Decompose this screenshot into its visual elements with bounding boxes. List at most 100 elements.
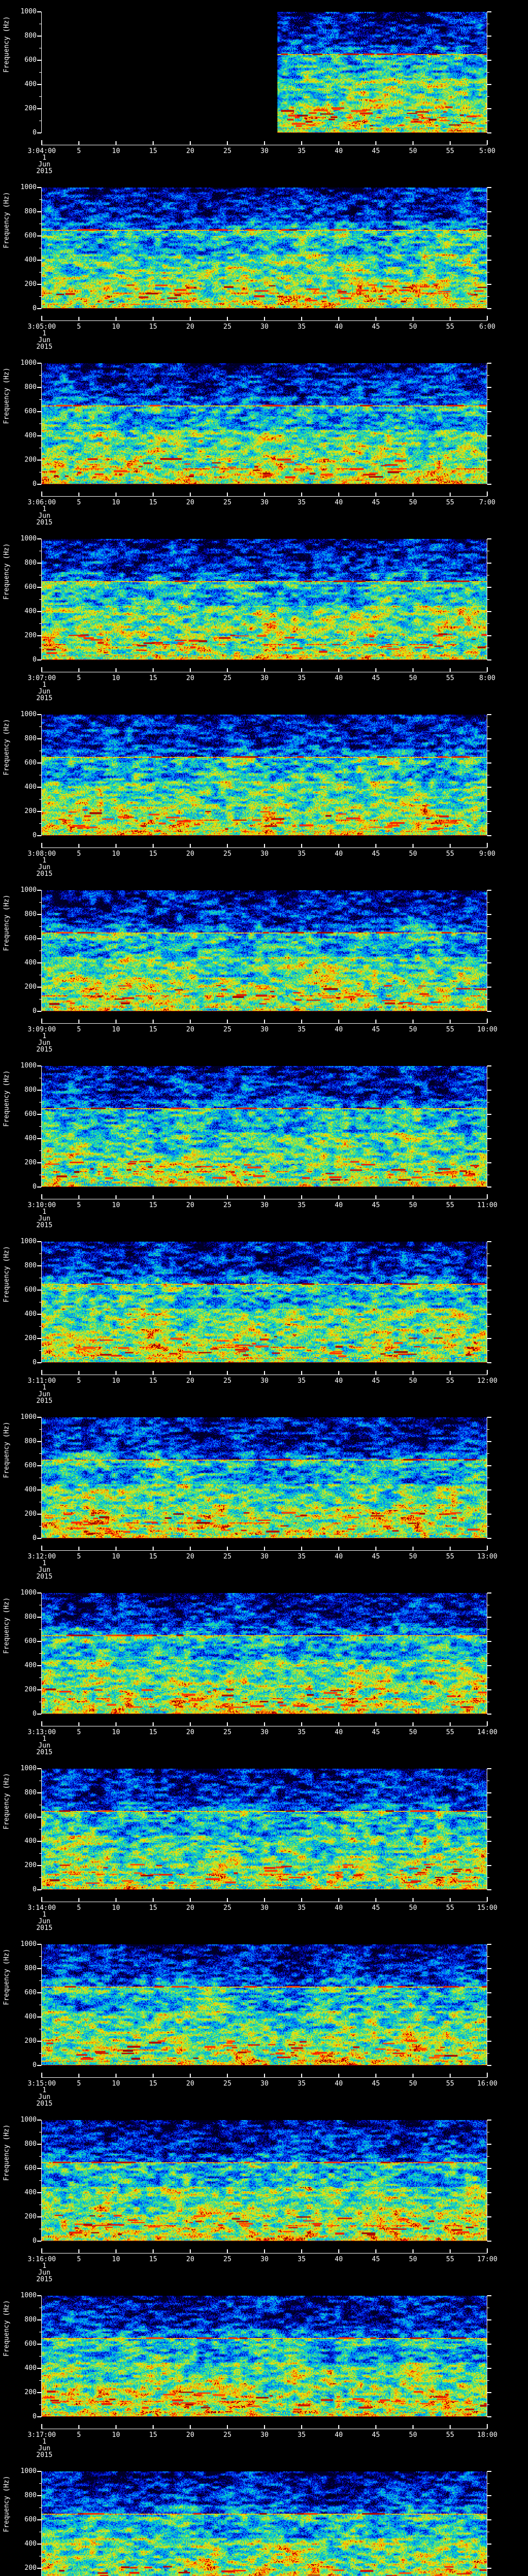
x-axis-line — [41, 1550, 487, 1551]
y-tick-label: 400 — [24, 1134, 37, 1142]
date-line-1: Jun — [38, 863, 51, 871]
x-tick — [264, 1020, 265, 1023]
x-tick-label: 45 — [372, 1728, 380, 1736]
y-tick-left — [37, 1714, 41, 1715]
spectrogram-raster — [42, 890, 487, 1011]
y-tick-right — [487, 199, 489, 200]
x-tick — [301, 1020, 302, 1023]
y-tick-label: 200 — [24, 2388, 37, 2396]
x-tick — [190, 1898, 191, 1902]
x-last-tick-label: 13:00 — [477, 1553, 498, 1561]
x-tick — [338, 2249, 339, 2253]
x-tick-label: 55 — [446, 1377, 454, 1385]
y-tick-right — [487, 308, 491, 309]
date-line-1: Jun — [38, 2093, 51, 2101]
x-tick-label: 50 — [409, 1553, 417, 1561]
x-tick-label: 50 — [409, 674, 417, 682]
y-tick-label: 400 — [24, 2540, 37, 2548]
x-tick — [78, 1547, 79, 1550]
date-line-0: 1 — [42, 154, 46, 162]
x-tick — [41, 667, 42, 672]
x-tick — [487, 492, 488, 496]
spectrogram-raster — [42, 2471, 487, 2576]
x-tick — [41, 316, 42, 320]
y-tick-right — [487, 1677, 489, 1678]
y-tick-left — [39, 96, 41, 97]
x-tick-label: 30 — [260, 2080, 269, 2088]
y-tick-left — [39, 272, 41, 273]
y-tick-left — [37, 1465, 41, 1466]
x-tick — [338, 668, 339, 672]
spectrogram-raster — [42, 1066, 487, 1187]
y-tick-right — [487, 587, 491, 588]
x-tick-label: 55 — [446, 499, 454, 506]
y-tick-label: 600 — [24, 1286, 37, 1294]
x-tick-label: 5 — [77, 323, 81, 331]
y-tick-label: 0 — [32, 656, 37, 664]
x-last-tick-label: 10:00 — [477, 1026, 498, 1033]
y-tick-right — [487, 1889, 491, 1890]
x-tick — [412, 1898, 414, 1902]
x-tick — [153, 1371, 154, 1375]
y-tick-left — [37, 2168, 41, 2169]
y-tick-right — [487, 1429, 489, 1430]
x-tick — [227, 1195, 228, 1199]
x-tick-label: 5 — [77, 499, 81, 506]
y-tick-label: 600 — [24, 1110, 37, 1118]
y-tick-label: 200 — [24, 1510, 37, 1518]
y-tick-left — [37, 563, 41, 564]
y-tick-left — [37, 284, 41, 285]
x-tick-label: 10 — [112, 499, 120, 506]
y-tick-left — [37, 762, 41, 764]
y-tick-left — [37, 611, 41, 612]
x-first-tick-label: 3:14:00 — [27, 1904, 56, 1912]
y-tick-right — [487, 1417, 491, 1418]
x-tick-label: 15 — [149, 147, 157, 155]
y-tick-label: 200 — [24, 280, 37, 288]
x-tick — [301, 844, 302, 848]
x-tick — [487, 1194, 488, 1199]
x-tick-label: 55 — [446, 850, 454, 858]
date-line-1: Jun — [38, 1215, 51, 1223]
y-tick-label: 400 — [24, 256, 37, 264]
date-line-0: 1 — [42, 1560, 46, 1567]
x-tick — [41, 843, 42, 848]
y-tick-label: 0 — [32, 1886, 37, 1893]
x-tick-label: 30 — [260, 147, 269, 155]
y-axis-left — [41, 188, 42, 309]
y-tick-left — [37, 1417, 41, 1418]
y-tick-left — [37, 2495, 41, 2496]
y-tick-right — [487, 1138, 491, 1139]
x-tick-label: 15 — [149, 1553, 157, 1561]
x-tick — [450, 317, 451, 320]
x-tick — [153, 1195, 154, 1199]
x-tick — [116, 1371, 117, 1375]
x-tick-label: 40 — [335, 2256, 343, 2263]
y-tick-left — [37, 2344, 41, 2345]
date-line-2: 2015 — [36, 1222, 53, 1229]
date-line-1: Jun — [38, 2269, 51, 2277]
x-tick — [78, 1371, 79, 1375]
x-first-tick-label: 3:12:00 — [27, 1553, 56, 1561]
y-tick-left — [39, 1350, 41, 1351]
x-tick-label: 15 — [149, 2080, 157, 2088]
x-tick — [227, 1722, 228, 1726]
x-tick — [116, 1195, 117, 1199]
y-tick-right — [487, 363, 491, 364]
x-tick-label: 35 — [298, 2256, 306, 2263]
y-tick-left — [37, 987, 41, 988]
x-tick — [338, 844, 339, 848]
x-tick-label: 50 — [409, 1201, 417, 1209]
x-tick-label: 40 — [335, 1728, 343, 1736]
y-tick-label: 600 — [24, 1462, 37, 1469]
x-tick-label: 10 — [112, 2256, 120, 2263]
x-tick — [375, 493, 376, 496]
spectrogram-raster — [277, 12, 487, 133]
y-tick-left — [37, 460, 41, 461]
y-tick-left — [37, 1792, 41, 1793]
date-line-0: 1 — [42, 1384, 46, 1392]
y-tick-left — [37, 1090, 41, 1091]
y-axis-left — [41, 715, 42, 836]
y-tick-right — [487, 1265, 491, 1266]
y-tick-right — [487, 2295, 491, 2296]
